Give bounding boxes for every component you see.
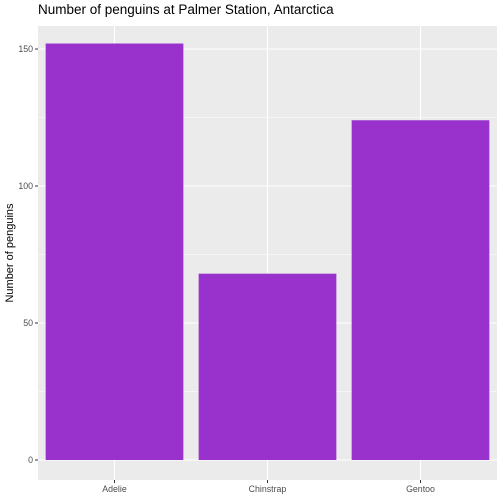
y-axis: 0 50 100 150 (18, 44, 38, 465)
chart-title: Number of penguins at Palmer Station, An… (38, 2, 334, 17)
bar-chinstrap (198, 273, 337, 460)
y-tick-label: 100 (18, 181, 33, 191)
x-tick-label: Adelie (102, 484, 127, 494)
x-axis: Adelie Chinstrap Gentoo (102, 480, 435, 494)
bar-gentoo (351, 120, 490, 461)
y-tick-label: 50 (23, 318, 33, 328)
x-tick-label: Gentoo (406, 484, 435, 494)
y-tick-label: 0 (28, 455, 33, 465)
x-tick-label: Chinstrap (249, 484, 287, 494)
y-tick-label: 150 (18, 44, 33, 54)
bars (45, 43, 490, 461)
bar-adelie (45, 43, 184, 461)
y-axis-label: Number of penguins (4, 203, 16, 303)
